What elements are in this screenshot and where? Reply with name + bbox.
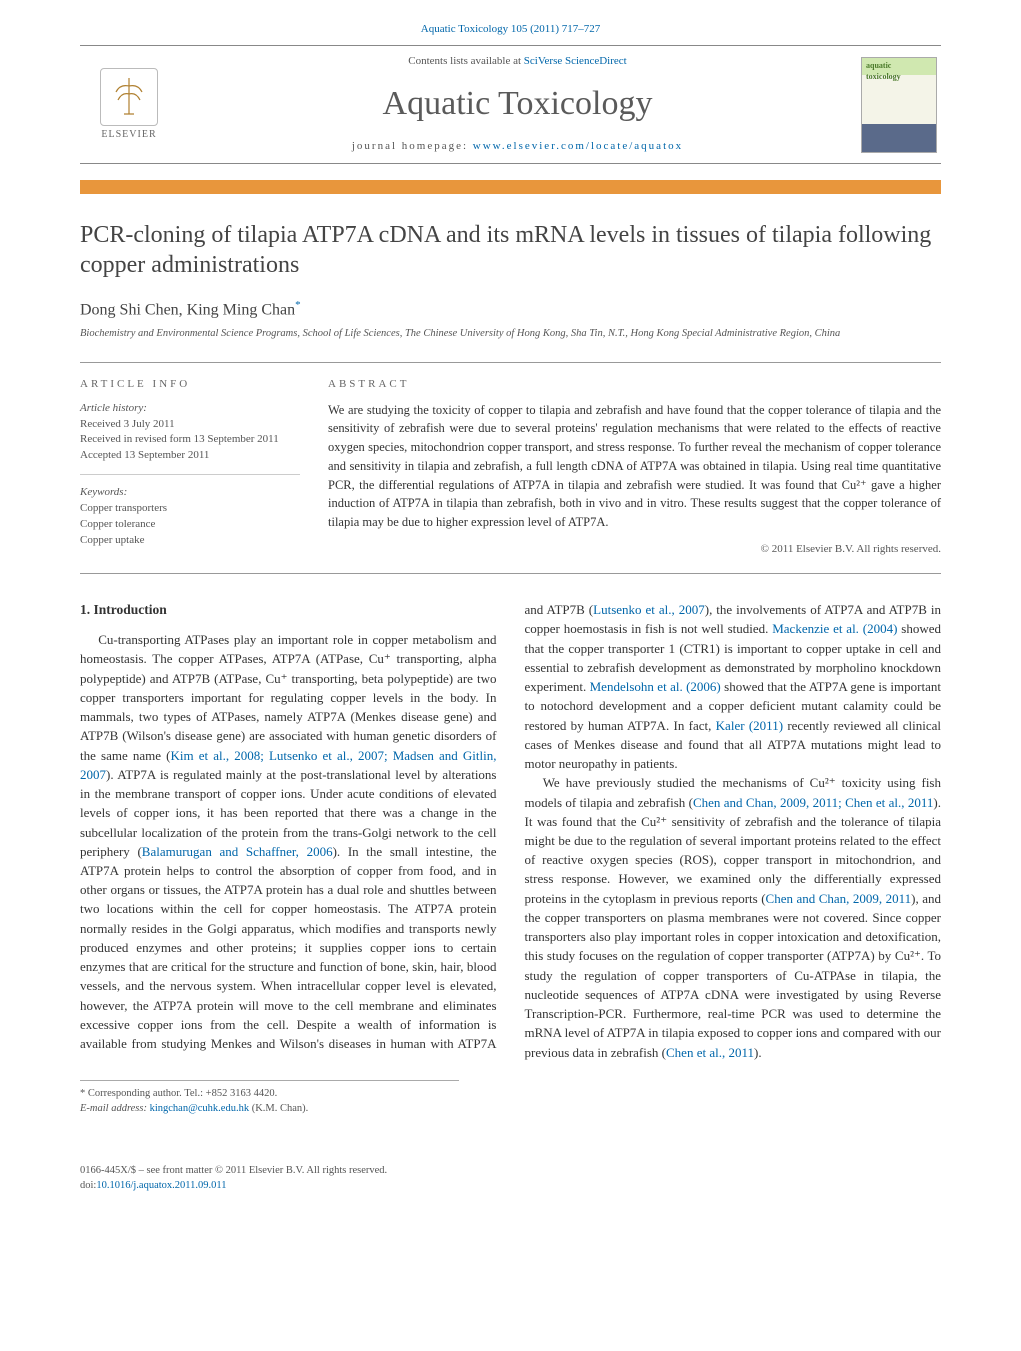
authors-line: Dong Shi Chen, King Ming Chan*	[80, 298, 941, 322]
article-content: PCR-cloning of tilapia ATP7A cDNA and it…	[0, 220, 1021, 1156]
email-link[interactable]: kingchan@cuhk.edu.hk	[150, 1103, 249, 1114]
history-label: Article history:	[80, 402, 147, 414]
email-line: E-mail address: kingchan@cuhk.edu.hk (K.…	[80, 1102, 459, 1117]
abstract-text: We are studying the toxicity of copper t…	[328, 401, 941, 532]
journal-homepage-line: journal homepage: www.elsevier.com/locat…	[186, 139, 849, 154]
cite-4[interactable]: Mackenzie et al. (2004)	[772, 621, 897, 636]
contents-line: Contents lists available at SciVerse Sci…	[186, 54, 849, 69]
article-history: Article history: Received 3 July 2011 Re…	[80, 401, 300, 465]
keyword-1: Copper transporters	[80, 501, 300, 517]
footnotes: * Corresponding author. Tel.: +852 3163 …	[80, 1080, 459, 1116]
revised-date: Received in revised form 13 September 20…	[80, 432, 300, 448]
article-info-heading: article info	[80, 377, 300, 392]
cite-7[interactable]: Chen and Chan, 2009, 2011; Chen et al., …	[693, 795, 933, 810]
journal-cover-thumbnail	[861, 57, 937, 153]
doi-link[interactable]: 10.1016/j.aquatox.2011.09.011	[96, 1180, 226, 1191]
intro-heading: 1. Introduction	[80, 600, 497, 620]
running-head: Aquatic Toxicology 105 (2011) 717–727	[0, 0, 1021, 45]
doi-label: doi:	[80, 1180, 96, 1191]
keywords-label: Keywords:	[80, 486, 127, 498]
bottom-matter: 0166-445X/$ – see front matter © 2011 El…	[0, 1156, 1021, 1223]
intro-p2: We have previously studied the mechanism…	[525, 773, 942, 1062]
email-tail: (K.M. Chan).	[249, 1103, 308, 1114]
homepage-prefix: journal homepage:	[352, 140, 473, 152]
affiliation: Biochemistry and Environmental Science P…	[80, 327, 941, 342]
abstract-col: abstract We are studying the toxicity of…	[328, 377, 941, 557]
sciencedirect-link[interactable]: SciVerse ScienceDirect	[524, 55, 627, 67]
cite-8[interactable]: Chen and Chan, 2009, 2011	[766, 891, 912, 906]
body-two-column: 1. Introduction Cu-transporting ATPases …	[80, 600, 941, 1062]
elsevier-logo: ELSEVIER	[84, 60, 174, 150]
keywords-block: Keywords: Copper transporters Copper tol…	[80, 485, 300, 549]
accepted-date: Accepted 13 September 2011	[80, 448, 300, 464]
doi-line: doi:10.1016/j.aquatox.2011.09.011	[80, 1179, 941, 1194]
cite-5[interactable]: Mendelsohn et al. (2006)	[590, 679, 721, 694]
email-label: E-mail address:	[80, 1103, 150, 1114]
corresponding-note: * Corresponding author. Tel.: +852 3163 …	[80, 1087, 459, 1102]
journal-header-box: ELSEVIER Contents lists available at Sci…	[80, 45, 941, 163]
keyword-3: Copper uptake	[80, 533, 300, 549]
cite-2[interactable]: Balamurugan and Schaffner, 2006	[142, 844, 333, 859]
cite-6[interactable]: Kaler (2011)	[716, 718, 783, 733]
p2b: ). It was found that the Cu²⁺ sensitivit…	[525, 795, 942, 906]
corresponding-marker: *	[295, 299, 301, 311]
cite-3[interactable]: Lutsenko et al., 2007	[593, 602, 705, 617]
p2c: ), and the copper transporters on plasma…	[525, 891, 942, 1060]
info-abstract-row: article info Article history: Received 3…	[80, 362, 941, 574]
author-names: Dong Shi Chen, King Ming Chan	[80, 301, 295, 318]
header-mid: Contents lists available at SciVerse Sci…	[186, 54, 849, 154]
article-title: PCR-cloning of tilapia ATP7A cDNA and it…	[80, 220, 941, 280]
journal-name: Aquatic Toxicology	[186, 80, 849, 128]
issn-line: 0166-445X/$ – see front matter © 2011 El…	[80, 1164, 941, 1179]
received-date: Received 3 July 2011	[80, 417, 300, 433]
article-info-col: article info Article history: Received 3…	[80, 377, 300, 557]
journal-homepage-link[interactable]: www.elsevier.com/locate/aquatox	[473, 140, 683, 152]
elsevier-label: ELSEVIER	[101, 128, 156, 142]
p2d: ).	[754, 1045, 762, 1060]
p1a: Cu-transporting ATPases play an importan…	[80, 632, 497, 762]
abstract-heading: abstract	[328, 377, 941, 392]
keyword-2: Copper tolerance	[80, 517, 300, 533]
orange-bar	[80, 180, 941, 194]
elsevier-tree-icon	[100, 68, 158, 126]
cite-9[interactable]: Chen et al., 2011	[666, 1045, 754, 1060]
abstract-copyright: © 2011 Elsevier B.V. All rights reserved…	[328, 542, 941, 557]
contents-prefix: Contents lists available at	[408, 55, 523, 67]
info-divider	[80, 474, 300, 475]
